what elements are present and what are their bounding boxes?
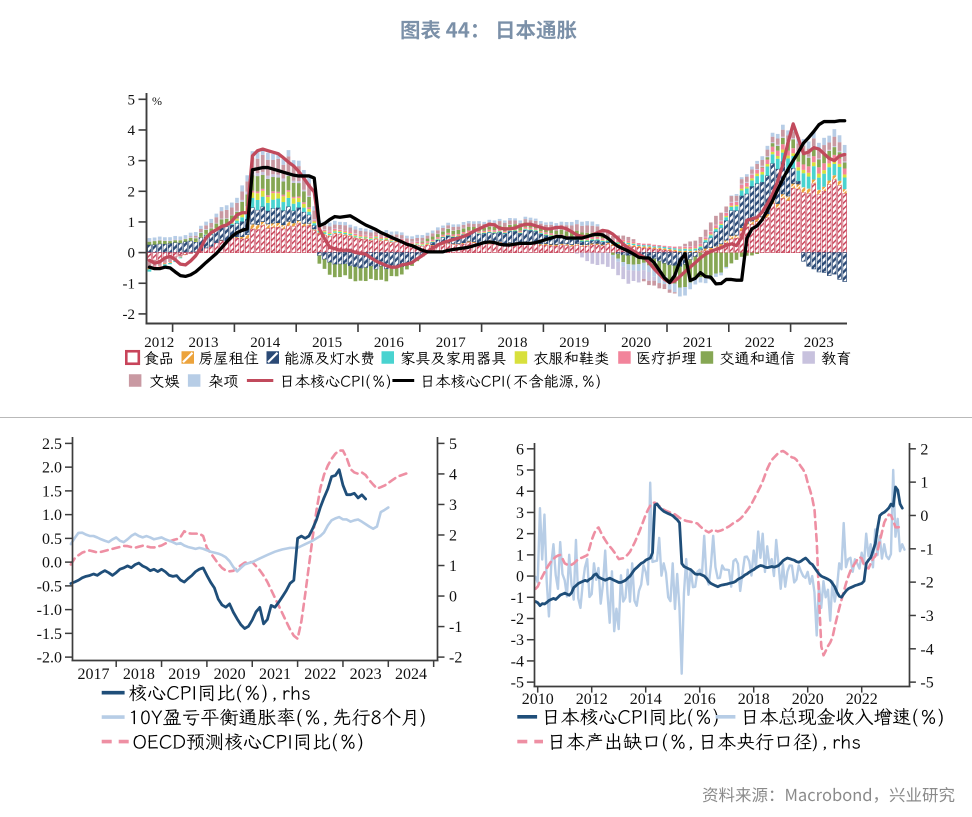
svg-text:2015: 2015: [312, 335, 342, 351]
svg-text:4: 4: [449, 466, 457, 483]
svg-text:2021: 2021: [683, 335, 713, 351]
svg-text:-0.5: -0.5: [37, 578, 62, 595]
svg-text:-1: -1: [920, 541, 933, 558]
svg-text:-1: -1: [449, 619, 462, 636]
svg-text:2016: 2016: [684, 691, 716, 708]
svg-text:2: 2: [128, 184, 136, 200]
svg-text:0: 0: [449, 589, 457, 606]
svg-text:0: 0: [516, 569, 524, 586]
svg-text:2022: 2022: [304, 666, 336, 683]
svg-text:2018: 2018: [738, 691, 770, 708]
svg-text:2: 2: [516, 526, 524, 543]
svg-text:2012: 2012: [144, 335, 174, 351]
svg-text:4: 4: [128, 123, 136, 139]
svg-text:5: 5: [449, 436, 457, 453]
svg-text:2.5: 2.5: [42, 436, 62, 453]
svg-text:3: 3: [449, 497, 457, 514]
svg-text:-3: -3: [920, 608, 933, 625]
svg-text:-5: -5: [920, 675, 933, 692]
svg-text:2020: 2020: [792, 691, 824, 708]
svg-text:6: 6: [516, 441, 524, 458]
svg-text:2023: 2023: [804, 335, 834, 351]
svg-text:-2: -2: [511, 611, 524, 628]
svg-text:2020: 2020: [621, 335, 651, 351]
svg-text:1: 1: [516, 547, 524, 564]
svg-text:5: 5: [516, 463, 524, 480]
svg-text:0: 0: [920, 508, 928, 525]
svg-text:-1.0: -1.0: [37, 602, 62, 619]
svg-text:3: 3: [516, 505, 524, 522]
svg-text:2020: 2020: [214, 666, 246, 683]
svg-text:2014: 2014: [250, 335, 281, 351]
svg-text:4: 4: [516, 484, 524, 501]
svg-text:2021: 2021: [259, 666, 291, 683]
svg-text:2: 2: [449, 527, 457, 544]
svg-text:2: 2: [920, 441, 928, 458]
svg-text:2017: 2017: [436, 335, 467, 351]
svg-text:2019: 2019: [168, 666, 200, 683]
svg-text:%: %: [152, 94, 162, 108]
svg-text:-4: -4: [511, 653, 524, 670]
svg-text:3: 3: [128, 154, 136, 170]
svg-text:0.5: 0.5: [42, 531, 62, 548]
svg-text:2.0: 2.0: [42, 460, 62, 477]
svg-text:-1.5: -1.5: [37, 626, 62, 643]
svg-text:2018: 2018: [123, 666, 155, 683]
svg-text:-2: -2: [449, 650, 462, 667]
svg-text:2022: 2022: [846, 691, 878, 708]
svg-text:-2: -2: [920, 575, 933, 592]
svg-text:1: 1: [128, 215, 136, 231]
svg-text:-1: -1: [123, 276, 136, 292]
svg-text:5: 5: [128, 92, 136, 108]
svg-text:-5: -5: [511, 675, 524, 692]
svg-text:-2.0: -2.0: [37, 650, 62, 667]
svg-text:2012: 2012: [576, 691, 608, 708]
svg-text:2013: 2013: [189, 335, 219, 351]
svg-text:2023: 2023: [350, 666, 382, 683]
svg-text:2024: 2024: [395, 666, 427, 683]
svg-text:1.5: 1.5: [42, 483, 62, 500]
svg-text:2014: 2014: [630, 691, 662, 708]
svg-text:-2: -2: [123, 307, 136, 323]
svg-text:1: 1: [449, 558, 457, 575]
svg-text:0.0: 0.0: [42, 555, 62, 572]
svg-text:-1: -1: [511, 590, 524, 607]
svg-text:1: 1: [920, 475, 928, 492]
svg-text:2017: 2017: [78, 666, 110, 683]
svg-text:0: 0: [128, 246, 136, 262]
svg-text:2016: 2016: [374, 335, 405, 351]
svg-text:2019: 2019: [559, 335, 589, 351]
svg-text:2018: 2018: [498, 335, 528, 351]
svg-text:1.0: 1.0: [42, 507, 62, 524]
svg-text:-3: -3: [511, 632, 524, 649]
svg-text:2010: 2010: [522, 691, 554, 708]
svg-text:-4: -4: [920, 641, 933, 658]
svg-text:2022: 2022: [745, 335, 775, 351]
